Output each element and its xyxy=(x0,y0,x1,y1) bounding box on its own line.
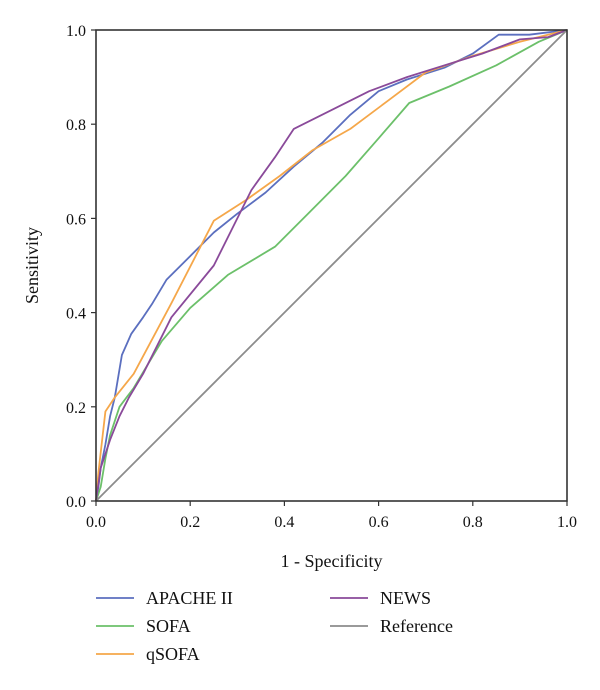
legend-label-apache-ii: APACHE II xyxy=(146,588,233,608)
legend-label-news: NEWS xyxy=(380,588,431,608)
x-tick-label: 0.8 xyxy=(463,514,483,531)
plot-frame xyxy=(95,29,568,502)
series-line-news xyxy=(95,29,568,502)
y-tick-label: 0.6 xyxy=(66,211,86,228)
legend-label-qsofa: qSOFA xyxy=(146,644,200,664)
y-tick-label: 1.0 xyxy=(66,23,86,40)
series-line-apache-ii xyxy=(95,29,568,502)
x-tick-label: 1.0 xyxy=(557,514,577,531)
series-line-reference xyxy=(95,29,568,502)
axes: 0.0 0.2 0.4 0.6 0.8 1.0 0.0 0.2 0.4 0.6 0.8 1.0 xyxy=(66,23,577,531)
x-tick-label: 0.0 xyxy=(86,514,106,531)
legend-label-sofa: SOFA xyxy=(146,616,191,636)
y-tick-label: 0.0 xyxy=(66,494,86,511)
legend-label-reference: Reference xyxy=(380,616,453,636)
x-axis-label: 1 - Specificity xyxy=(281,551,383,571)
legend: APACHE II SOFA qSOFA NEWS Reference xyxy=(96,588,453,664)
x-tick-label: 0.6 xyxy=(369,514,389,531)
y-tick-label: 0.8 xyxy=(66,117,86,134)
y-tick-label: 0.2 xyxy=(66,400,86,417)
x-tick-label: 0.4 xyxy=(274,514,294,531)
y-tick-label: 0.4 xyxy=(66,306,86,323)
series-line-sofa xyxy=(95,29,568,502)
x-tick-label: 0.2 xyxy=(180,514,200,531)
plot-area xyxy=(95,29,568,502)
y-axis-label: Sensitivity xyxy=(22,227,42,304)
